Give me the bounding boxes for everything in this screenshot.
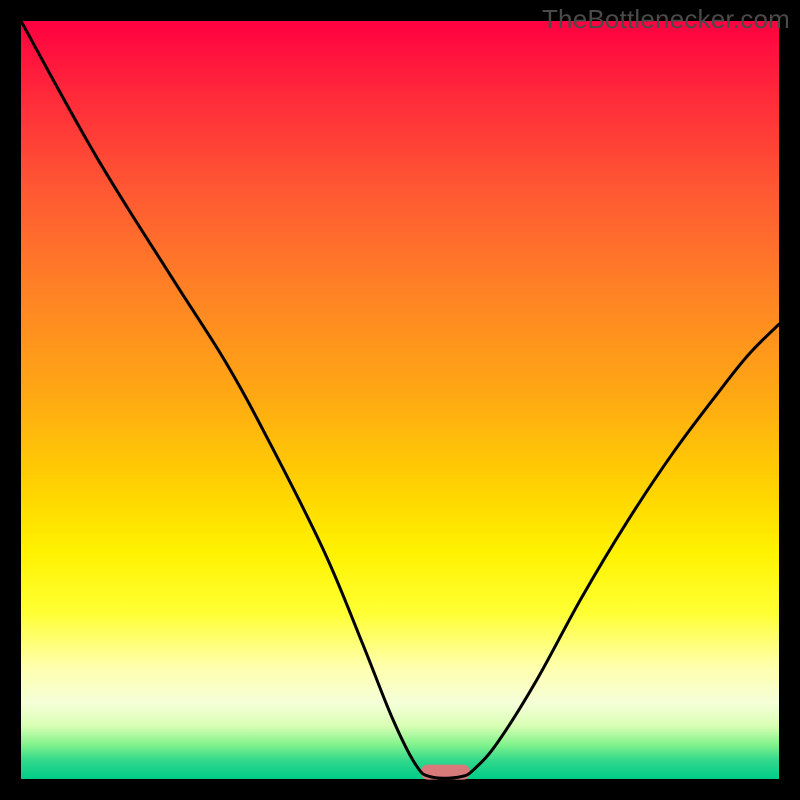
chart-stage: TheBottlenecker.com (0, 0, 800, 800)
bottleneck-chart (0, 0, 800, 800)
heat-gradient (21, 21, 779, 779)
watermark-text: TheBottlenecker.com (542, 4, 790, 35)
